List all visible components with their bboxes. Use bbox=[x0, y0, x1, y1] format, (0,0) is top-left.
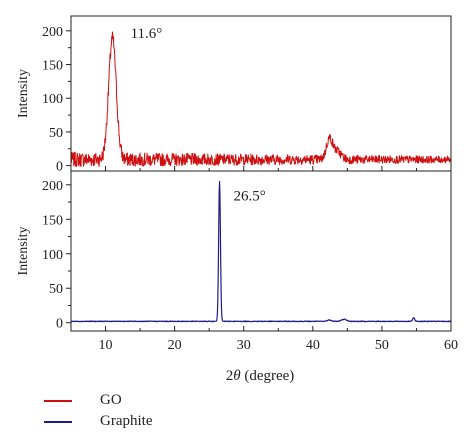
x-axis-label-prefix: 2 bbox=[226, 368, 234, 384]
x-tick-label: 60 bbox=[444, 338, 458, 353]
x-axis-label-suffix: (degree) bbox=[241, 368, 295, 384]
graphite-y-tick-label: 50 bbox=[49, 282, 63, 297]
go-y-tick-label: 200 bbox=[42, 25, 63, 40]
go-y-tick-label: 100 bbox=[42, 92, 63, 107]
legend-item-go: GO bbox=[44, 390, 244, 411]
x-tick-label: 40 bbox=[306, 338, 320, 353]
legend-item-graphite: Graphite bbox=[44, 411, 244, 432]
graphite-series-line bbox=[70, 181, 452, 323]
go-peak-annotation: 11.6° bbox=[131, 26, 163, 42]
legend-label-graphite: Graphite bbox=[100, 413, 153, 429]
x-tick-label: 10 bbox=[99, 338, 113, 353]
go-y-tick-label: 150 bbox=[42, 59, 63, 74]
graphite-y-tick-label: 0 bbox=[56, 317, 63, 332]
x-tick-label: 50 bbox=[375, 338, 389, 353]
go-series-line bbox=[70, 31, 452, 167]
graphite-y-tick-label: 100 bbox=[42, 248, 63, 263]
go-y-axis-label: Intensity bbox=[16, 69, 31, 118]
legend-swatch-go bbox=[44, 399, 72, 402]
go-y-tick-label: 0 bbox=[56, 160, 63, 175]
x-tick-label: 30 bbox=[237, 338, 251, 353]
legend-swatch-graphite bbox=[44, 420, 72, 423]
graphite-panel: 0 50 100 150 200 Intensity 26.5° 10 20 30 40 50 60 bbox=[16, 170, 458, 353]
graphite-y-tick-label: 150 bbox=[42, 213, 63, 228]
go-plot-frame bbox=[70, 15, 452, 172]
x-axis-label-symbol: θ bbox=[233, 368, 241, 384]
graphite-plot-frame bbox=[70, 170, 452, 332]
legend-label-go: GO bbox=[100, 392, 122, 408]
legend: GO Graphite bbox=[44, 390, 244, 432]
graphite-y-axis-label: Intensity bbox=[16, 227, 31, 276]
graphite-y-tick-label: 200 bbox=[42, 179, 63, 194]
go-y-tick-label: 50 bbox=[49, 126, 63, 141]
go-panel: 0 50 100 150 200 Intensity 11.6° bbox=[16, 15, 452, 175]
x-tick-label: 20 bbox=[168, 338, 182, 353]
graphite-peak-annotation: 26.5° bbox=[234, 189, 266, 205]
x-axis-label: 2θ (degree) bbox=[226, 368, 295, 384]
